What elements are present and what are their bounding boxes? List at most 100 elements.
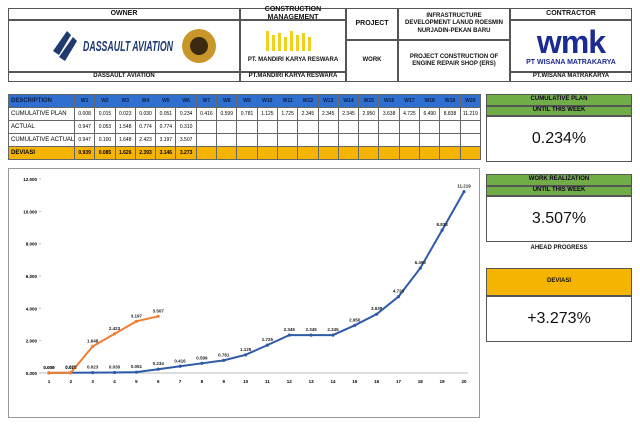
cell: 0.416 bbox=[195, 107, 218, 121]
cell: 0.947 bbox=[73, 120, 96, 134]
empty-cell bbox=[256, 133, 278, 147]
header-cell: W20 bbox=[459, 94, 481, 108]
point bbox=[91, 371, 95, 375]
cell: 11.219 bbox=[459, 107, 481, 121]
empty-cell bbox=[337, 120, 360, 134]
row-label: CUMULATIVE ACTUAL bbox=[8, 133, 75, 147]
contractor-logo-name: PT WISANA MATRAKARYA bbox=[526, 58, 616, 66]
project-value: INFRASTRUCTURE DEVELOPMENT LANUD ROESMIN… bbox=[398, 8, 510, 40]
header-cell: W5 bbox=[155, 94, 177, 108]
point bbox=[396, 295, 401, 299]
chart-frame: 0.000 2.000 4.000 6.000 8.000 10.000 12.000 1 2 3… bbox=[8, 168, 480, 418]
data-label: 0.051 bbox=[131, 364, 143, 369]
point bbox=[331, 333, 335, 337]
point bbox=[69, 370, 73, 375]
cell: 0.774 bbox=[155, 120, 177, 134]
empty-cell bbox=[419, 146, 441, 160]
header-cell: W2 bbox=[94, 94, 116, 108]
empty-cell bbox=[236, 133, 258, 147]
cell: 8.838 bbox=[439, 107, 461, 121]
header-cell: W6 bbox=[175, 94, 197, 108]
point bbox=[375, 312, 379, 316]
empty-cell bbox=[216, 146, 238, 160]
owner-title: OWNER bbox=[8, 8, 240, 20]
real-value: 3.507% bbox=[486, 196, 632, 242]
x-tick-label: 16 bbox=[374, 379, 380, 384]
cell: 0.100 bbox=[94, 133, 116, 147]
x-tick-label: 2 bbox=[70, 379, 73, 384]
empty-cell bbox=[256, 120, 278, 134]
empty-cell bbox=[459, 120, 481, 134]
point bbox=[156, 314, 160, 318]
cell: 0.053 bbox=[94, 120, 116, 134]
x-tick-label: 18 bbox=[418, 379, 424, 384]
x-tick-label: 3 bbox=[91, 379, 94, 384]
empty-cell bbox=[195, 146, 218, 160]
row-label: DEVIASI bbox=[8, 146, 75, 160]
cell: 0.234 bbox=[175, 107, 197, 121]
cell: 0.774 bbox=[134, 120, 157, 134]
x-tick-label: 8 bbox=[201, 379, 204, 384]
data-label: 1.648 bbox=[87, 338, 99, 343]
header-cell: W9 bbox=[236, 94, 258, 108]
header-cell: W3 bbox=[114, 94, 136, 108]
header-cell: W19 bbox=[439, 94, 461, 108]
table-row: ACTUAL 0.947 0.053 1.548 0.774 0.774 0.310 bbox=[8, 120, 481, 134]
data-label: 0.025 bbox=[65, 365, 77, 370]
cell: 2.423 bbox=[134, 133, 157, 147]
empty-cell bbox=[297, 146, 319, 160]
empty-cell bbox=[276, 120, 299, 134]
progress-table: DESCRIPTION W1 W2 W3 W4 W5 W6 W7 W8 W9 W10 W11 W12 W1… bbox=[8, 94, 481, 160]
empty-cell bbox=[256, 146, 278, 160]
empty-cell bbox=[378, 146, 400, 160]
point bbox=[462, 190, 466, 194]
empty-cell bbox=[378, 133, 400, 147]
data-label: 0.234 bbox=[153, 361, 165, 366]
point bbox=[112, 332, 117, 336]
cell: 0.085 bbox=[94, 146, 116, 160]
empty-cell bbox=[358, 146, 380, 160]
cell: 3.273 bbox=[175, 146, 197, 160]
header-cell: W7 bbox=[195, 94, 218, 108]
empty-cell bbox=[439, 133, 461, 147]
series-line bbox=[48, 191, 465, 374]
x-tick-label: 19 bbox=[440, 379, 446, 384]
x-tick-label: 4 bbox=[113, 379, 116, 384]
empty-cell bbox=[439, 120, 461, 134]
x-tick-label: 20 bbox=[461, 379, 467, 384]
data-label: 0.008 bbox=[43, 365, 55, 370]
cell: 0.008 bbox=[73, 107, 96, 121]
y-tick-label: 10.000 bbox=[23, 209, 37, 214]
header-cell: W14 bbox=[337, 94, 360, 108]
empty-cell bbox=[236, 120, 258, 134]
table-row: CUMULATIVE ACTUAL 0.947 0.100 1.648 2.423 3.1… bbox=[8, 133, 481, 147]
empty-cell bbox=[459, 146, 481, 160]
data-label: 8.838 bbox=[437, 222, 449, 227]
real-note: AHEAD PROGRESS bbox=[530, 245, 588, 252]
empty-cell bbox=[337, 146, 360, 160]
work-label: WORK bbox=[346, 40, 398, 82]
header-cell: W4 bbox=[134, 94, 157, 108]
empty-cell bbox=[459, 133, 481, 147]
cell: 2.950 bbox=[358, 107, 380, 121]
work-value: PROJECT CONSTRUCTION OF ENGINE REPAIR SH… bbox=[398, 40, 510, 82]
cell: 2.345 bbox=[337, 107, 360, 121]
cm-title: CONSTRUCTION MANAGEMENT bbox=[240, 6, 346, 21]
x-tick-label: 9 bbox=[222, 379, 225, 384]
data-label: 0.030 bbox=[109, 365, 121, 370]
contractor-logo: wmk bbox=[536, 23, 606, 60]
table-row: DEVIASI 0.939 0.085 1.626 2.393 3.146 3.273 bbox=[8, 146, 481, 160]
empty-cell bbox=[195, 120, 218, 134]
point bbox=[222, 358, 226, 362]
real-sub: UNTIL THIS WEEK bbox=[486, 186, 632, 196]
header-cell: W8 bbox=[216, 94, 238, 108]
cell: 0.939 bbox=[73, 146, 96, 160]
empty-cell bbox=[297, 120, 319, 134]
x-tick-label: 11 bbox=[265, 379, 270, 384]
data-label: 2.345 bbox=[305, 327, 317, 332]
cell: 1.548 bbox=[114, 120, 136, 134]
cell: 6.490 bbox=[419, 107, 441, 121]
point bbox=[353, 323, 357, 327]
